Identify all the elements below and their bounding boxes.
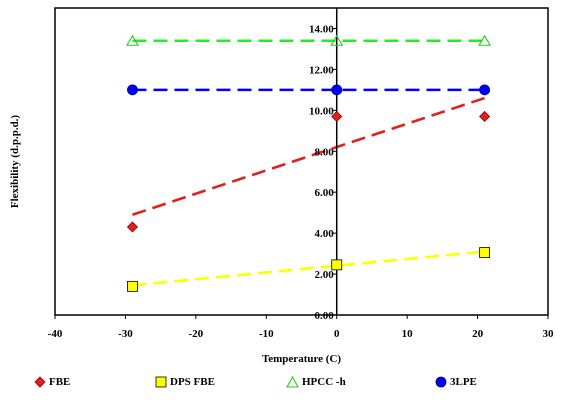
data-point-series-1: [331, 259, 343, 271]
markers: [126, 34, 492, 292]
legend: FBE DPS FBE HPCC -h 3LPE: [0, 376, 570, 398]
y-tick-label: 8.00: [314, 146, 334, 158]
legend-item-fbe: FBE: [34, 376, 70, 388]
legend-item-hpcc: HPCC -h: [286, 376, 346, 388]
data-point-series-3: [331, 84, 343, 96]
x-tick-label: 30: [543, 328, 555, 340]
x-tick-label: -20: [189, 328, 204, 340]
x-axis-title: Temperature (C): [262, 353, 341, 365]
data-point-series-1: [479, 247, 491, 258]
square-marker-icon: [155, 376, 167, 388]
axes: [54, 7, 549, 319]
data-point-series-2: [126, 34, 139, 46]
legend-label: FBE: [49, 376, 71, 388]
legend-item-dps-fbe: DPS FBE: [155, 376, 215, 388]
x-tick-label: -10: [259, 328, 274, 340]
data-point-series-1: [127, 280, 138, 292]
diamond-marker-icon: [34, 376, 46, 388]
x-tick-label: 20: [472, 328, 484, 340]
tick-labels: 0.00 2.00 4.00 6.00 8.00 10.00 12.00 14.00 -40 -3…: [48, 23, 554, 340]
x-tick-label: -40: [48, 328, 63, 340]
data-point-series-0: [126, 221, 139, 233]
trendline-series-1: [132, 250, 485, 287]
y-axis-title: Flexibility (d.p.p.d.): [9, 115, 21, 209]
y-tick-label: 4.00: [314, 228, 334, 240]
y-tick-label: 10.00: [309, 105, 334, 117]
legend-label: 3LPE: [450, 376, 477, 388]
y-tick-label: 6.00: [314, 187, 334, 199]
x-tick-label: 0: [334, 328, 340, 340]
y-tick-label: 2.00: [314, 269, 334, 281]
x-tick-label: 10: [402, 328, 414, 340]
trendlines: [132, 39, 486, 287]
plot-frame: [54, 7, 549, 316]
data-point-series-3: [127, 84, 138, 96]
data-point-series-2: [330, 34, 344, 46]
y-tick-label: 12.00: [309, 64, 334, 76]
legend-label: HPCC -h: [302, 376, 346, 388]
legend-item-3lpe: 3LPE: [435, 376, 477, 388]
x-tick-label: -30: [118, 328, 133, 340]
data-point-series-0: [479, 110, 491, 123]
y-tick-label: 14.00: [309, 23, 334, 35]
data-point-series-0: [331, 110, 343, 123]
data-point-series-2: [478, 34, 492, 46]
data-point-series-3: [479, 84, 491, 96]
triangle-marker-icon: [286, 376, 299, 388]
legend-label: DPS FBE: [170, 376, 215, 388]
circle-marker-icon: [435, 376, 447, 388]
y-tick-label: 0.00: [314, 310, 334, 322]
